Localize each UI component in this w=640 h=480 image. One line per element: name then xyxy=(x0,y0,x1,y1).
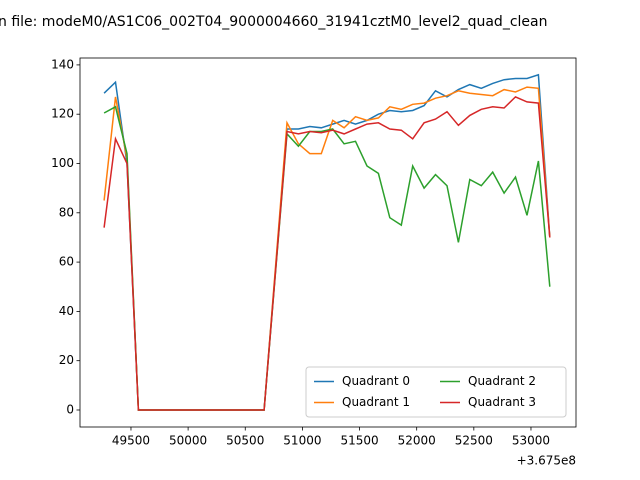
y-tick-label: 120 xyxy=(51,107,74,121)
series-line xyxy=(103,86,551,411)
legend-label: Quadrant 0 xyxy=(342,374,410,388)
x-offset-label: +3.675e8 xyxy=(517,454,576,468)
x-tick-label: 50500 xyxy=(226,434,264,448)
x-tick-label: 51000 xyxy=(283,434,321,448)
legend-box xyxy=(305,366,567,418)
series-line xyxy=(103,105,551,411)
series-line xyxy=(103,96,551,411)
y-tick-label: 60 xyxy=(59,255,74,269)
x-tick-label: 49500 xyxy=(112,434,150,448)
y-tick-label: 80 xyxy=(59,205,74,219)
legend-label: Quadrant 3 xyxy=(468,395,536,409)
y-tick-label: 20 xyxy=(59,353,74,367)
y-tick-label: 0 xyxy=(66,402,74,416)
axes-frame xyxy=(79,57,577,428)
x-tick-label: 52500 xyxy=(455,434,493,448)
legend-label: Quadrant 1 xyxy=(342,395,410,409)
x-tick-label: 50000 xyxy=(169,434,207,448)
x-tick-label: 51500 xyxy=(340,434,378,448)
legend-label: Quadrant 2 xyxy=(468,374,536,388)
x-tick-label: 52000 xyxy=(398,434,436,448)
chart-title: n file: modeM0/AS1C06_002T04_9000004660_… xyxy=(0,14,547,30)
y-tick-label: 140 xyxy=(51,57,74,71)
y-tick-label: 40 xyxy=(59,304,74,318)
y-tick-label: 100 xyxy=(51,156,74,170)
x-tick-label: 53000 xyxy=(512,434,550,448)
series-line xyxy=(103,73,551,411)
